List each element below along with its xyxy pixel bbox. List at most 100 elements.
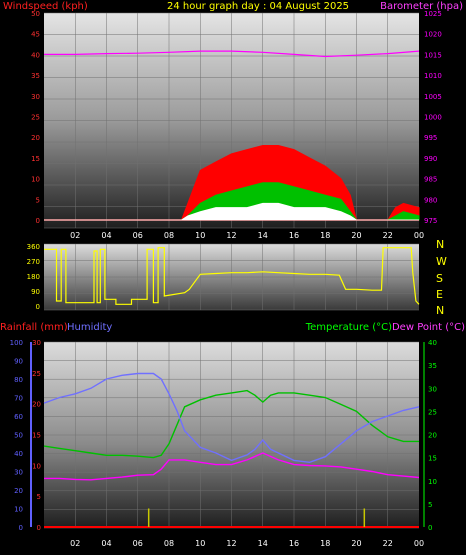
rain-tick-label: 10 — [32, 462, 41, 470]
compass-label-n-top: N — [436, 238, 444, 251]
rain-tick-label: 25 — [32, 370, 41, 378]
compass-label-s: S — [436, 272, 443, 285]
baro-axis-title: Barometer (hpa) — [380, 1, 463, 12]
temp-tick-label: 5 — [428, 501, 432, 509]
direction-grid — [44, 243, 419, 311]
temp-tick-label: 15 — [428, 455, 437, 463]
humidity-tick-label: 70 — [14, 395, 23, 403]
temp-series — [43, 372, 420, 528]
baro-tick-label: 980 — [424, 196, 437, 204]
time-tick-label: 00 — [414, 231, 424, 240]
rain-tick-label: 20 — [32, 401, 41, 409]
baro-tick-label: 975 — [424, 217, 437, 225]
wind-tick-label: 0 — [36, 217, 40, 225]
time-tick-label: 06 — [133, 231, 143, 240]
time-tick-label: 14 — [258, 231, 268, 240]
time-tick-label: 08 — [164, 231, 174, 240]
time-tick-label: 16 — [289, 539, 299, 548]
rain-tick-label: 30 — [32, 339, 41, 347]
time-tick-label: 20 — [351, 539, 361, 548]
compass-label-e: E — [436, 288, 443, 301]
wind-tick-label: 15 — [31, 155, 40, 163]
temp-tick-label: 0 — [428, 524, 432, 532]
temp-grid — [44, 341, 419, 529]
humidity-tick-label: 90 — [14, 358, 23, 366]
direction-series — [44, 247, 420, 305]
baro-tick-label: 985 — [424, 176, 437, 184]
time-tick-label: 14 — [258, 539, 268, 548]
time-tick-label: 16 — [289, 231, 299, 240]
time-tick-label: 18 — [320, 231, 330, 240]
humidity-tick-label: 0 — [19, 524, 23, 532]
rain-axis: 0 5 10 15 20 25 30 — [32, 339, 41, 532]
humidity-tick-label: 60 — [14, 413, 23, 421]
rain-tick-label: 5 — [37, 493, 41, 501]
wind-axis-title: Windspeed (kph) — [3, 1, 88, 12]
humidity-tick-label: 100 — [10, 339, 23, 347]
rainfall-axis-title: Rainfall (mm) — [0, 322, 68, 333]
direction-tick-label: 180 — [27, 273, 40, 281]
dewpoint-axis-title: Dew Point (°C) — [392, 322, 465, 333]
baro-tick-label: 995 — [424, 134, 437, 142]
direction-tick-label: 360 — [27, 243, 40, 251]
baro-tick-label: 1020 — [424, 31, 442, 39]
time-tick-label: 02 — [70, 539, 80, 548]
temp-tick-label: 40 — [428, 339, 437, 347]
wind-tick-label: 30 — [31, 93, 40, 101]
direction-tick-label: 270 — [27, 258, 40, 266]
wind-tick-label: 40 — [31, 51, 40, 59]
temp-tick-label: 35 — [428, 362, 437, 370]
direction-axis: 0 90 180 270 360 — [27, 243, 40, 311]
humidity-tick-label: 30 — [14, 469, 23, 477]
wind-tick-label: 50 — [31, 10, 40, 18]
baro-tick-label: 1025 — [424, 10, 442, 18]
compass-label-n-bottom: N — [436, 304, 444, 317]
temp-tick-label: 25 — [428, 408, 437, 416]
wind-axis: 0 5 10 15 20 25 30 35 40 45 50 — [31, 10, 40, 225]
temp-tick-label: 10 — [428, 478, 437, 486]
baro-tick-label: 990 — [424, 155, 437, 163]
time-tick-label: 04 — [101, 231, 111, 240]
humidity-axis: 0 10 20 30 40 50 60 70 80 90 100 — [10, 339, 32, 532]
time-tick-label: 04 — [101, 539, 111, 548]
time-axis-bottom: 02 04 06 08 10 12 14 16 18 20 22 00 — [70, 539, 424, 548]
rain-tick-label: 15 — [32, 432, 41, 440]
baro-tick-label: 1010 — [424, 72, 442, 80]
humidity-line — [43, 372, 420, 464]
time-tick-label: 10 — [195, 539, 205, 548]
direction-tick-label: 90 — [31, 288, 40, 296]
wind-tick-label: 35 — [31, 72, 40, 80]
wind-tick-label: 10 — [31, 176, 40, 184]
humidity-tick-label: 50 — [14, 432, 23, 440]
temperature-axis-title: Temperature (°C) — [305, 322, 392, 333]
wind-tick-label: 20 — [31, 134, 40, 142]
time-tick-label: 22 — [383, 539, 393, 548]
temp-tick-label: 30 — [428, 385, 437, 393]
graph-title: 24 hour graph day : 04 August 2025 — [167, 1, 349, 12]
wind-baro-series — [44, 50, 420, 221]
barometer-line — [44, 50, 420, 58]
baro-tick-label: 1005 — [424, 93, 442, 101]
rain-tick-label: 0 — [37, 524, 41, 532]
humidity-tick-label: 10 — [14, 506, 23, 514]
time-tick-label: 00 — [414, 539, 424, 548]
time-tick-label: 10 — [195, 231, 205, 240]
wind-tick-label: 5 — [36, 196, 40, 204]
temp-panel: 0 10 20 30 40 50 60 70 80 90 100 0 5 10 15 20 25 30 0 5 10… — [10, 339, 437, 548]
humidity-axis-title: Humidity — [67, 322, 112, 333]
baro-tick-label: 1015 — [424, 51, 442, 59]
time-tick-label: 20 — [351, 231, 361, 240]
humidity-tick-label: 80 — [14, 376, 23, 384]
time-axis-top: 02 04 06 08 10 12 14 16 18 20 22 00 — [70, 231, 424, 240]
temp-axis: 0 5 10 15 20 25 30 35 40 — [423, 339, 437, 532]
wind-low-area — [44, 202, 419, 221]
dewpoint-line — [44, 452, 420, 481]
time-tick-label: 06 — [133, 539, 143, 548]
time-tick-label: 02 — [70, 231, 80, 240]
time-tick-label: 12 — [226, 231, 236, 240]
direction-panel: 0 90 180 270 360 — [27, 243, 420, 311]
compass-labels: N W S E N — [436, 238, 447, 317]
direction-tick-label: 0 — [36, 303, 40, 311]
baro-axis: 975 980 985 990 995 1000 1005 1010 1015 1020 1025 — [424, 10, 442, 225]
